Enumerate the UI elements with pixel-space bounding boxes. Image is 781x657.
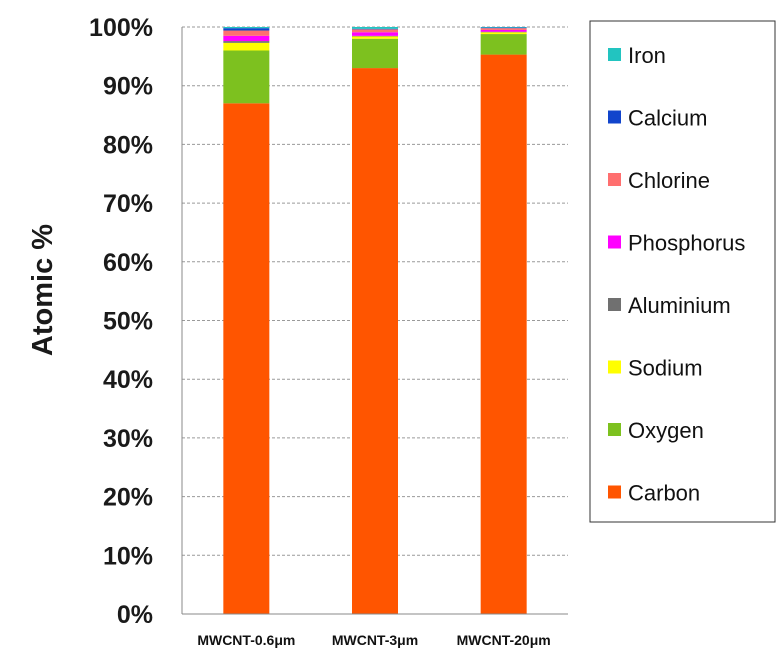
y-tick-label: 100% bbox=[89, 14, 153, 42]
bar-segment-phosphorus bbox=[223, 35, 270, 42]
legend-label-phosphorus: Phosphorus bbox=[628, 231, 745, 256]
legend-swatch-aluminium bbox=[608, 298, 621, 311]
x-tick-label: MWCNT-20μm bbox=[457, 632, 551, 648]
bar-segment-aluminium bbox=[480, 31, 527, 33]
legend-swatch-oxygen bbox=[608, 423, 621, 436]
bar-segment-phosphorus bbox=[352, 32, 398, 36]
y-tick-label: 40% bbox=[103, 366, 153, 394]
y-axis-label: Atomic % bbox=[27, 224, 59, 356]
legend-label-iron: Iron bbox=[628, 43, 666, 68]
legend-swatch-calcium bbox=[608, 110, 621, 124]
bar-segment-chlorine bbox=[480, 28, 527, 30]
y-tick-labels: 0% 10% 20% 30% 40% 50% 60% 70% 80% 90% 100% bbox=[89, 14, 153, 629]
bar-segment-calcium bbox=[480, 27, 527, 29]
legend: Iron Calcium Chlorine Phosphorus Aluminium So… bbox=[589, 20, 776, 523]
y-tick-label: 10% bbox=[103, 542, 153, 570]
legend-swatch-carbon bbox=[608, 485, 621, 499]
legend-swatch-iron bbox=[608, 48, 621, 61]
bar-segment-sodium bbox=[352, 36, 398, 39]
y-tick-label: 20% bbox=[103, 484, 153, 512]
legend-label-sodium: Sodium bbox=[628, 356, 703, 381]
legend-label-oxygen: Oxygen bbox=[628, 418, 704, 443]
legend-label-calcium: Calcium bbox=[628, 106, 707, 131]
bar-segment-sodium bbox=[480, 32, 527, 35]
bar-segment-oxygen bbox=[480, 34, 527, 55]
bar-segment-iron bbox=[480, 27, 527, 28]
bar-segment-iron bbox=[352, 27, 398, 29]
y-tick-label: 30% bbox=[103, 425, 153, 453]
x-tick-label: MWCNT-0.6μm bbox=[197, 632, 295, 648]
bar-segment-iron bbox=[223, 27, 270, 29]
y-tick-label: 90% bbox=[103, 73, 153, 101]
y-tick-label: 50% bbox=[103, 308, 153, 336]
bar-segment-carbon bbox=[223, 103, 270, 614]
legend-swatch-sodium bbox=[608, 360, 621, 374]
bar-segment-aluminium bbox=[223, 41, 270, 43]
y-tick-label: 70% bbox=[103, 190, 153, 218]
y-tick-label: 80% bbox=[103, 131, 153, 159]
legend-box bbox=[589, 20, 776, 523]
legend-label-aluminium: Aluminium bbox=[628, 293, 731, 318]
y-tick-label: 60% bbox=[103, 249, 153, 277]
bar-segment-aluminium bbox=[352, 35, 398, 37]
legend-swatch-phosphorus bbox=[608, 235, 621, 249]
bar-segment-phosphorus bbox=[480, 29, 527, 32]
legend-label-chlorine: Chlorine bbox=[628, 168, 710, 193]
bar-segment-oxygen bbox=[352, 38, 398, 69]
axes bbox=[181, 27, 568, 615]
legend-label-carbon: Carbon bbox=[628, 481, 700, 506]
bar-segment-chlorine bbox=[223, 30, 270, 36]
bar-segment-calcium bbox=[352, 28, 398, 30]
y-tick-label: 0% bbox=[117, 601, 153, 629]
bar-segment-carbon bbox=[352, 68, 398, 615]
bar-segment-chlorine bbox=[352, 29, 398, 33]
bar-segment-carbon bbox=[480, 54, 527, 615]
bar-segment-calcium bbox=[223, 28, 270, 31]
x-tick-label: MWCNT-3μm bbox=[332, 632, 418, 648]
bar-segment-oxygen bbox=[223, 50, 270, 104]
x-tick-labels: MWCNT-0.6μm MWCNT-3μm MWCNT-20μm bbox=[197, 632, 550, 648]
bars bbox=[223, 27, 527, 615]
legend-swatch-chlorine bbox=[608, 173, 621, 186]
bar-segment-sodium bbox=[223, 42, 270, 51]
